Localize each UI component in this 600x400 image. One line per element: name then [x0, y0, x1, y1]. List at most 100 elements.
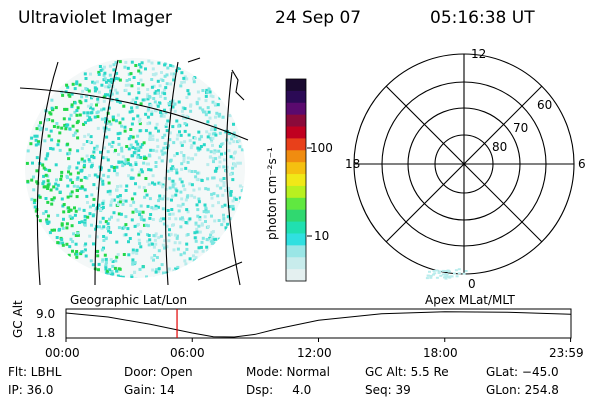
emission-dot — [194, 221, 198, 225]
emission-dot — [172, 223, 175, 227]
emission-dot — [86, 114, 90, 118]
emission-dot — [69, 194, 73, 198]
emission-dot — [201, 108, 205, 112]
polar-emission-dot — [443, 276, 446, 279]
emission-dot — [59, 177, 63, 181]
polar-emission-dot — [441, 269, 445, 272]
emission-dot — [55, 178, 58, 182]
emission-dot — [198, 218, 202, 221]
emission-dot — [129, 143, 133, 147]
emission-dot — [204, 99, 208, 103]
emission-dot — [125, 79, 129, 83]
emission-dot — [88, 205, 92, 209]
emission-dot — [132, 151, 136, 155]
emission-dot — [119, 197, 122, 201]
emission-dot — [167, 102, 171, 105]
polar-emission-dot — [441, 273, 445, 276]
emission-dot — [110, 270, 114, 273]
emission-dot — [192, 80, 196, 84]
latitude-line — [197, 261, 243, 281]
emission-dot — [166, 66, 170, 70]
emission-dot — [167, 239, 171, 243]
emission-dot — [75, 252, 79, 256]
emission-dot — [96, 126, 100, 130]
emission-dot — [75, 166, 79, 170]
emission-dot — [42, 174, 46, 178]
x-tick-label: 00:00 — [45, 346, 80, 360]
emission-dot — [223, 203, 227, 207]
mlat-label-60: 60 — [537, 98, 553, 112]
emission-dot — [176, 265, 180, 269]
emission-dot — [83, 244, 87, 248]
emission-dot — [127, 240, 130, 244]
emission-dot — [113, 169, 117, 173]
polar-emission-dot — [426, 274, 430, 277]
emission-dot — [65, 107, 69, 111]
emission-dot — [92, 156, 96, 160]
emission-dot — [146, 122, 150, 126]
emission-dot — [149, 104, 153, 107]
emission-dot — [69, 172, 73, 176]
emission-dot — [138, 213, 142, 217]
emission-dot — [69, 208, 73, 212]
polar-emission-dot — [437, 271, 441, 274]
emission-dot — [91, 80, 95, 84]
emission-dot — [211, 132, 215, 136]
emission-dot — [83, 72, 87, 76]
emission-dot — [147, 182, 151, 186]
emission-dot — [239, 201, 243, 204]
emission-dot — [92, 183, 96, 187]
emission-dot — [55, 122, 59, 125]
emission-dot — [178, 130, 181, 134]
emission-dot — [161, 136, 165, 139]
emission-dot — [224, 229, 228, 232]
emission-dot — [182, 156, 186, 160]
emission-dot — [131, 135, 135, 139]
emission-dot — [204, 187, 208, 191]
emission-dot — [165, 73, 169, 77]
emission-dot — [170, 208, 174, 211]
emission-dot — [158, 194, 162, 198]
emission-dot — [44, 173, 48, 177]
polar-emission-dot — [432, 269, 436, 272]
emission-dot — [161, 91, 165, 95]
emission-dot — [104, 263, 108, 267]
emission-dot — [189, 146, 193, 150]
emission-dot — [109, 230, 112, 234]
emission-dot — [97, 268, 100, 272]
emission-dot — [124, 189, 128, 192]
emission-dot — [76, 119, 80, 123]
emission-dot — [152, 234, 156, 238]
emission-dot — [139, 78, 143, 82]
polar-emission-dot — [439, 274, 443, 277]
emission-dot — [76, 176, 80, 180]
emission-dot — [61, 226, 65, 230]
emission-dot — [209, 128, 213, 132]
emission-dot — [198, 137, 202, 141]
emission-dot — [160, 159, 164, 163]
emission-dot — [210, 214, 213, 218]
emission-dot — [133, 270, 137, 274]
emission-dot — [129, 128, 133, 131]
emission-dot — [117, 212, 121, 216]
emission-dot — [196, 146, 200, 150]
emission-dot — [183, 129, 187, 133]
emission-dot — [206, 187, 210, 191]
emission-dot — [211, 176, 215, 180]
emission-dot — [70, 190, 74, 194]
emission-dot — [171, 212, 175, 216]
emission-dot — [185, 208, 189, 212]
emission-dot — [219, 186, 223, 190]
glon-info: GLon: 254.8 — [486, 383, 559, 397]
emission-dot — [151, 67, 155, 71]
emission-dot — [218, 112, 222, 116]
polar-emission-dot — [433, 272, 437, 275]
emission-dot — [31, 161, 34, 165]
polar-emission-dot — [457, 268, 461, 271]
emission-dot — [76, 171, 80, 175]
emission-dot — [80, 146, 84, 150]
emission-dot — [163, 74, 167, 78]
emission-dot — [126, 158, 130, 162]
emission-dot — [190, 183, 194, 187]
emission-dot — [183, 107, 187, 111]
